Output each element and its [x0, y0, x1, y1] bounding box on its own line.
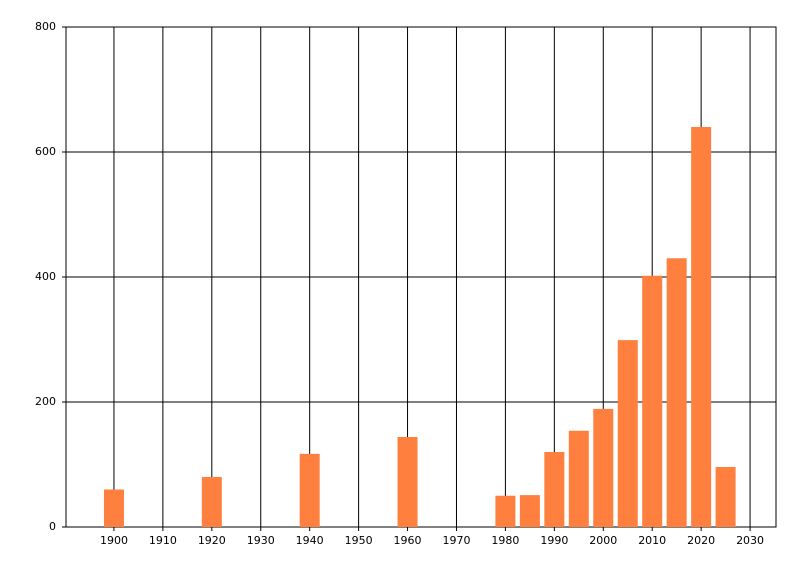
y-tick-label: 0: [49, 520, 56, 533]
x-tick-label: 2010: [638, 534, 666, 547]
x-tick-label: 2020: [687, 534, 715, 547]
y-tick-label: 200: [35, 395, 56, 408]
bar: [666, 258, 687, 527]
x-tick-label: 1960: [394, 534, 422, 547]
x-tick-label: 2030: [736, 534, 764, 547]
bar: [397, 437, 418, 527]
plot-frame: [65, 26, 777, 528]
bar: [495, 495, 516, 527]
bar: [519, 495, 540, 527]
x-tick-label: 1910: [149, 534, 177, 547]
bar: [299, 453, 320, 527]
bar: [715, 467, 736, 527]
y-tick-label: 400: [35, 270, 56, 283]
x-tick-label: 2000: [589, 534, 617, 547]
x-tick-label: 1930: [247, 534, 275, 547]
x-tick-label: 1900: [100, 534, 128, 547]
bar: [617, 340, 638, 527]
x-tick-label: 1950: [345, 534, 373, 547]
bar: [691, 127, 712, 527]
x-tick-label: 1970: [442, 534, 470, 547]
bar: [593, 408, 614, 527]
bar: [103, 489, 124, 527]
bar: [642, 275, 663, 527]
y-tick-label: 600: [35, 145, 56, 158]
bar: [201, 477, 222, 527]
x-tick-label: 1940: [296, 534, 324, 547]
bar: [544, 452, 565, 527]
bar: [568, 430, 589, 527]
x-tick-label: 1990: [540, 534, 568, 547]
x-tick-label: 1920: [198, 534, 226, 547]
y-tick-label: 800: [35, 20, 56, 33]
x-tick-label: 1980: [491, 534, 519, 547]
